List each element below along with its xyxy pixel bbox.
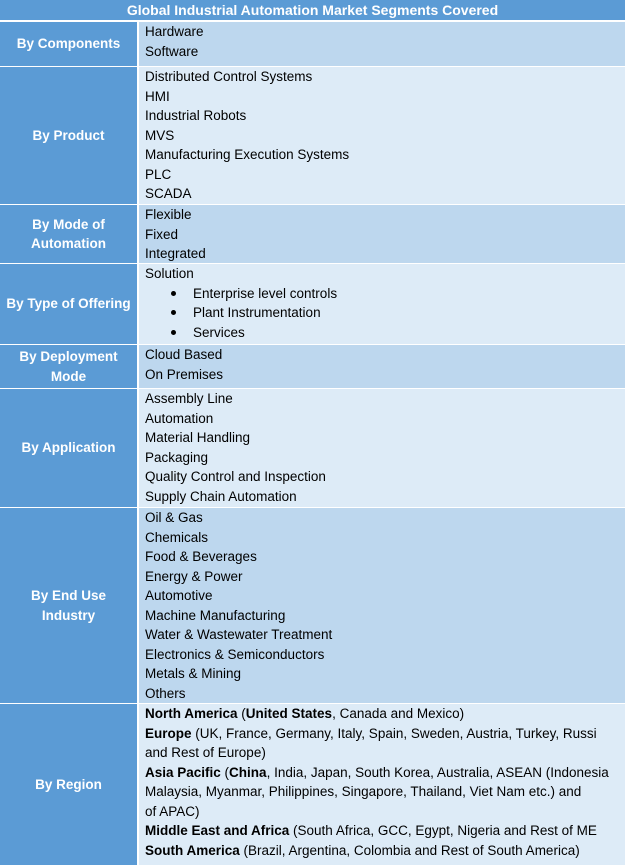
bullet-item: Services	[145, 323, 625, 343]
list-item: Assembly Line	[145, 391, 233, 406]
list-item: Solution	[145, 266, 194, 281]
list-item: Quality Control and Inspection	[145, 469, 326, 484]
segment-label: By Components	[0, 22, 139, 66]
table-row: By Mode of Automation Flexible Fixed Integr…	[0, 205, 625, 264]
list-item: Packaging	[145, 449, 209, 465]
region-name: South America	[145, 842, 240, 858]
region-detail: , Canada and Mexico)	[332, 706, 465, 721]
table-row: By End Use Industry Oil & Gas Chemicals Foo…	[0, 508, 625, 704]
list-item: Automation	[145, 410, 214, 426]
list-item: Material Handling	[145, 430, 251, 445]
segment-values: Distributed Control Systems HMI Industrial…	[139, 67, 625, 204]
list-item: Distributed Control Systems	[145, 69, 313, 84]
segment-values: Solution Enterprise level controls Plant I…	[139, 264, 625, 344]
segment-label: By End Use Industry	[0, 508, 139, 703]
region-name: United States	[245, 706, 333, 721]
region-line: South America (Brazil, Argentina, Colomb…	[145, 841, 625, 861]
region-line: North America (United States, Canada and…	[145, 704, 625, 724]
bullet-item: Enterprise level controls	[145, 284, 625, 304]
region-detail: (UK, France, Germany, Italy, Spain, Swed…	[191, 725, 597, 741]
table-row: By Product Distributed Control Systems HMI…	[0, 67, 625, 205]
list-item: HMI	[145, 88, 170, 104]
region-line: of APAC)	[145, 802, 625, 822]
list-item: Fixed	[145, 226, 179, 242]
list-item: Food & Beverages	[145, 549, 257, 564]
list-item: Software	[145, 43, 199, 59]
segment-label: By Mode of Automation	[0, 205, 139, 263]
list-item: Flexible	[145, 207, 192, 222]
segment-values: Cloud Based On Premises	[139, 345, 625, 388]
segment-values: Oil & Gas Chemicals Food & Beverages Energy…	[139, 508, 625, 703]
list-item: Hardware	[145, 24, 204, 39]
segment-values: Assembly Line Automation Material Handling…	[139, 389, 625, 507]
list-item: Energy & Power	[145, 568, 243, 584]
table-body: By Components Hardware Software By Product D…	[0, 22, 625, 866]
list-item: Industrial Robots	[145, 108, 247, 123]
list-item: Supply Chain Automation	[145, 488, 297, 504]
region-detail: and Rest of Europe)	[145, 745, 266, 760]
region-detail: (Brazil, Argentina, Colombia and Rest of…	[239, 842, 580, 858]
table-row: By Deployment Mode Cloud Based On Premises	[0, 345, 625, 389]
region-line: Middle East and Africa (South Africa, GC…	[145, 821, 625, 841]
region-line: Asia Pacific (China, India, Japan, South…	[145, 763, 625, 783]
region-name: Europe	[145, 725, 192, 741]
table-row: By Application Assembly Line Automation Mat…	[0, 389, 625, 508]
region-name: North America	[145, 706, 238, 721]
list-item: PLC	[145, 166, 172, 182]
segment-label: By Product	[0, 67, 139, 204]
region-line: Europe (UK, France, Germany, Italy, Spai…	[145, 724, 625, 744]
table-title: Global Industrial Automation Market Segm…	[0, 0, 625, 22]
segment-label: By Deployment Mode	[0, 345, 139, 388]
table-row: By Components Hardware Software	[0, 22, 625, 67]
region-detail: , India, Japan, South Korea, Australia, …	[266, 764, 609, 780]
list-item: SCADA	[145, 186, 192, 201]
segment-values: Hardware Software	[139, 22, 625, 66]
list-item: On Premises	[145, 366, 224, 382]
list-item: Machine Manufacturing	[145, 607, 286, 623]
segment-values: Flexible Fixed Integrated	[139, 205, 625, 263]
list-item: Electronics & Semiconductors	[145, 646, 325, 662]
region-detail: Malaysia, Myanmar, Philippines, Singapor…	[145, 784, 582, 799]
list-item: MVS	[145, 127, 175, 143]
region-name: Asia Pacific	[145, 764, 221, 780]
region-line: Malaysia, Myanmar, Philippines, Singapor…	[145, 782, 625, 802]
region-line: and Rest of Europe)	[145, 743, 625, 763]
segment-label: By Application	[0, 389, 139, 507]
list-item: Automotive	[145, 588, 213, 603]
region-detail: (	[220, 764, 230, 780]
list-item: Integrated	[145, 246, 206, 261]
segment-values: North America (United States, Canada and…	[139, 704, 625, 865]
segment-label: By Region	[0, 704, 139, 865]
bullet-item: Plant Instrumentation	[145, 303, 625, 323]
list-item: Metals & Mining	[145, 666, 242, 681]
list-item: Oil & Gas	[145, 510, 203, 525]
list-item: Chemicals	[145, 529, 209, 545]
region-name: Middle East and Africa	[145, 823, 290, 838]
list-item: Manufacturing Execution Systems	[145, 147, 350, 162]
list-item: Water & Wastewater Treatment	[145, 627, 333, 642]
region-detail: (	[237, 706, 246, 721]
list-item: Others	[145, 685, 186, 701]
region-detail: of APAC)	[145, 803, 200, 819]
table-row: By Type of Offering Solution Enterprise le…	[0, 264, 625, 345]
list-item: Cloud Based	[145, 347, 223, 362]
region-detail: (South Africa, GCC, Egypt, Nigeria and R…	[289, 823, 597, 838]
segment-label: By Type of Offering	[0, 264, 139, 344]
region-name: China	[229, 764, 267, 780]
table-row: By Region North America (United States, C…	[0, 704, 625, 866]
